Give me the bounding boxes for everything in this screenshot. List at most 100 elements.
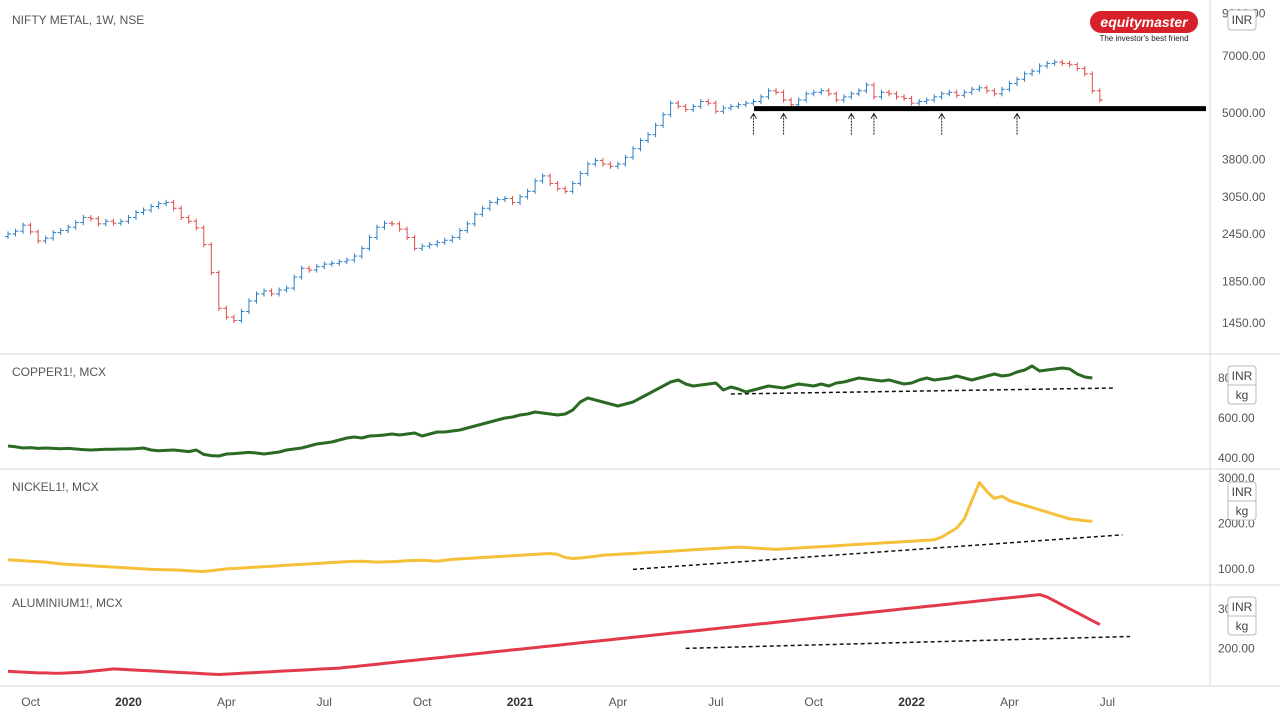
nifty-candle [336,259,343,266]
nifty-candle [1096,88,1103,103]
nifty-candle [532,178,539,194]
nifty-candle [855,88,862,97]
nifty-candle [893,91,900,100]
nifty-candle [72,220,79,230]
aluminium-series-line [7,593,1101,676]
nifty-candle [886,89,893,97]
nifty-candle [727,103,734,111]
nifty-candle [223,305,230,320]
nifty-candle [343,257,350,265]
nifty-candle [998,86,1005,97]
nifty-candle [991,88,998,97]
nifty-candle [419,243,426,251]
aluminium-unit-currency: INR [1232,600,1253,614]
nifty-candle [215,270,222,311]
copper-unit-currency: INR [1232,369,1253,383]
support-test-arrow [780,112,788,135]
copper-series-line [7,364,1093,458]
nifty-candle [562,186,569,194]
nifty-candle [35,229,42,244]
nifty-candle [155,201,162,210]
nifty-candle [983,85,990,94]
nifty-candle [306,265,313,273]
nifty-candle [87,214,94,222]
nifty-candle [178,205,185,221]
nifty-candle [148,203,155,213]
x-tick-label: 2021 [507,695,534,709]
nifty-candle [938,91,945,100]
support-test-arrow [1013,112,1021,135]
nifty-candle [253,291,260,304]
nifty-y-tick-label: 7000.00 [1222,49,1266,63]
nifty-candle [1021,71,1028,82]
nifty-candle [276,287,283,297]
nifty-candle [80,214,87,226]
nifty-candle [818,88,825,95]
nifty-candle [426,242,433,249]
support-test-arrow [847,112,855,135]
copper-y-tick-label: 600.00 [1218,411,1255,425]
nifty-candle [840,94,847,103]
nifty-candle [501,195,508,203]
equitymaster-logo: equitymaster The investor's best friend [1090,11,1198,43]
nifty-candle [697,99,704,109]
nifty-candle [614,161,621,169]
nifty-candle [916,99,923,106]
logo-pill [1090,11,1198,33]
copper-y-tick-label: 400.00 [1218,451,1255,465]
nifty-candle [577,170,584,187]
nifty-candle [441,237,448,246]
nifty-y-tick-label: 1450.00 [1222,316,1266,330]
nifty-candle [773,88,780,95]
nifty-candle [863,82,870,94]
nifty-candle [102,218,109,227]
nifty-candle [660,112,667,128]
nifty-candle [720,105,727,114]
nifty-candle [200,225,207,248]
aluminium-unit-weight: kg [1236,619,1249,633]
copper-unit-weight: kg [1236,388,1249,402]
nifty-candle [780,89,787,103]
nifty-candle [133,209,140,221]
nifty-candle [117,218,124,226]
aluminium-pane-title: ALUMINIUM1!, MCX [12,596,123,610]
nifty-candle [479,205,486,217]
support-test-arrow [750,112,757,135]
nifty-candle [961,89,968,98]
x-tick-label: Jul [317,695,332,709]
nifty-candle [1051,59,1058,66]
nifty-candle [976,85,983,92]
nifty-candle [629,146,636,160]
nifty-candle [20,222,27,234]
nifty-unit-label: INR [1232,13,1253,27]
nifty-candle [328,260,335,267]
nifty-candle [953,89,960,98]
nifty-candle [373,224,380,240]
nifty-candle [65,224,72,234]
nifty-candle [140,207,147,216]
nifty-candle [901,94,908,101]
nifty-candle [524,188,531,200]
nifty-candle [1029,68,1036,77]
nickel-pane-title: NICKEL1!, MCX [12,480,99,494]
nifty-candle [637,138,644,152]
nifty-candle [1089,71,1096,94]
nifty-candle [456,227,463,240]
nifty-candle [705,99,712,106]
support-test-arrow [938,112,946,135]
x-tick-label: Oct [804,695,823,709]
nifty-candle [592,157,599,167]
nifty-candle [599,157,606,167]
nifty-candle [712,100,719,114]
nifty-candle [358,245,365,259]
nifty-candle [750,99,757,106]
nifty-candle [569,180,576,194]
nifty-candle [622,154,629,167]
nifty-candle [208,242,215,276]
nifty-candle [283,285,290,293]
nifty-y-tick-label: 3050.00 [1222,190,1266,204]
nifty-candle [547,173,554,187]
nifty-candle [12,228,19,237]
support-test-arrow [870,112,878,135]
